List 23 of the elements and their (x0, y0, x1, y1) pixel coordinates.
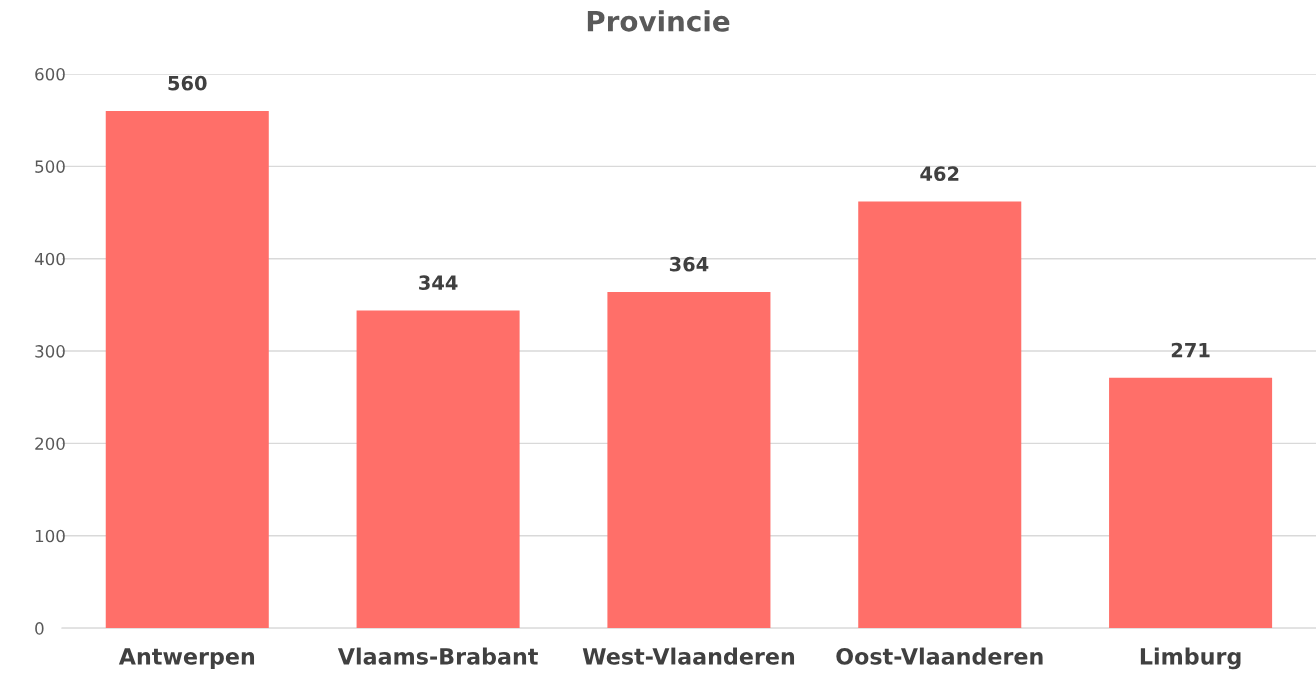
x-tick-label: Limburg (1140, 647, 1241, 670)
x-tick-label: Vlaams-Brabant (337, 647, 538, 665)
y-tick-label: 0 (35, 622, 44, 635)
x-tick-label: West-Vlaanderen (582, 647, 795, 665)
bar (1109, 377, 1273, 629)
data-label: 462 (920, 166, 959, 182)
y-tick-label: 300 (35, 345, 65, 358)
x-tick-label: Oost-Vlaanderen (836, 647, 1043, 665)
y-tick-label: 600 (35, 67, 65, 81)
y-tick-label: 200 (35, 437, 65, 450)
data-label: 364 (669, 256, 709, 272)
chart-title: Provincie (587, 10, 730, 32)
data-label: 344 (419, 275, 458, 290)
x-tick-label: Antwerpen (118, 648, 255, 670)
y-tick-label: 400 (34, 252, 65, 266)
data-label: 560 (168, 75, 207, 91)
bar (607, 291, 771, 629)
bar (105, 110, 269, 629)
y-tick-label: 100 (35, 529, 65, 543)
bar (858, 201, 1022, 629)
bar (356, 310, 520, 629)
y-tick-label: 500 (35, 160, 65, 173)
data-label: 271 (1171, 342, 1210, 358)
